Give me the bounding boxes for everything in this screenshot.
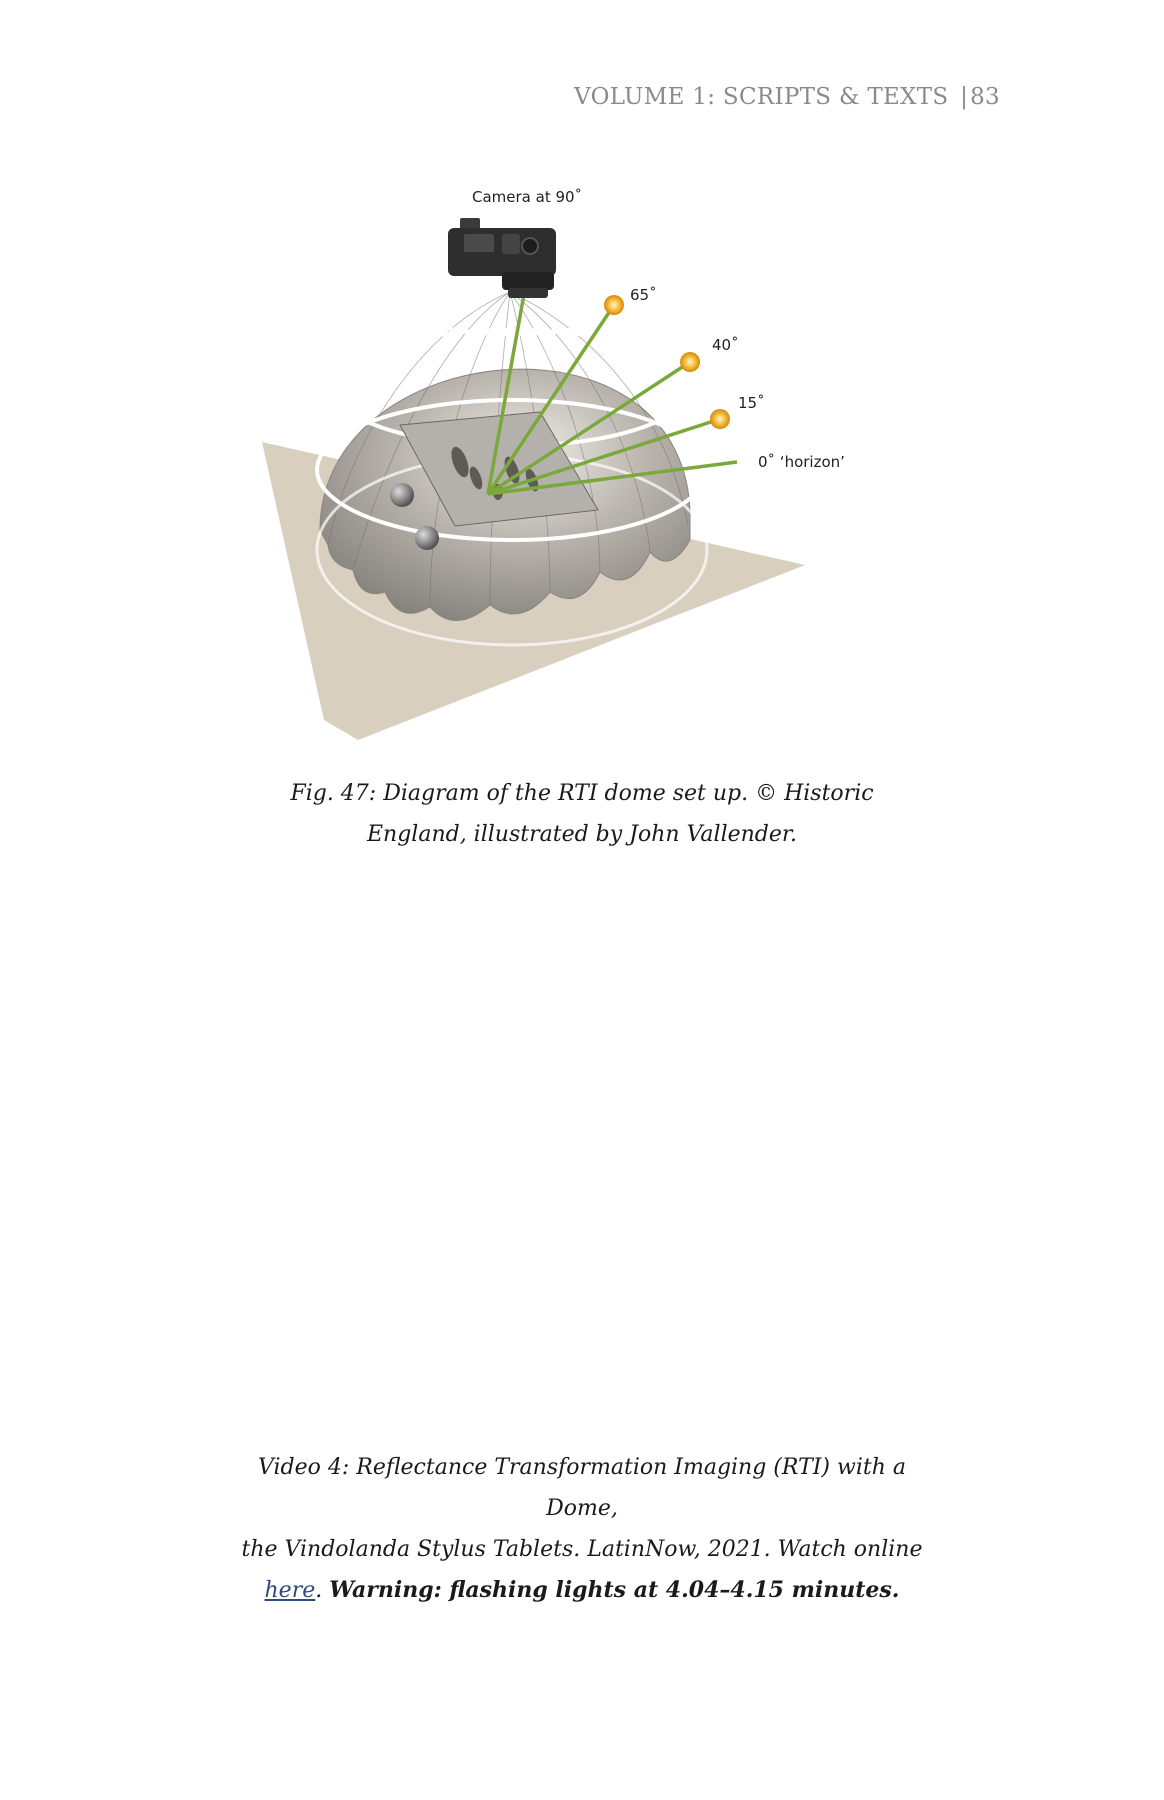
camera — [448, 218, 556, 298]
angle-0-label: 0˚ ‘horizon’ — [758, 453, 845, 471]
header-volume: VOLUME 1: — [574, 84, 716, 110]
flashing-lights-warning: Warning: flashing lights at 4.04–4.15 mi… — [329, 1577, 900, 1603]
rti-dome-diagram: Camera at 90˚ 65˚ 40˚ 15˚ 0˚ ‘horizon’ — [250, 180, 920, 760]
stylus-tablet — [399, 411, 599, 527]
video-caption-line: the Vindolanda Stylus Tablets. LatinNow,… — [241, 1537, 923, 1562]
angle-15-label: 15˚ — [738, 394, 765, 412]
figure-caption-line: Fig. 47: Diagram of the RTI dome set up.… — [290, 781, 874, 806]
video-caption: Video 4: Reflectance Transformation Imag… — [232, 1447, 932, 1611]
angle-40-label: 40˚ — [712, 336, 739, 354]
video-caption-line: Video 4: Reflectance Transformation Imag… — [258, 1455, 906, 1521]
header-section: SCRIPTS & TEXTS — [722, 84, 949, 110]
rti-dome-illustration: Camera at 90˚ 65˚ 40˚ 15˚ 0˚ ‘horizon’ — [262, 188, 845, 740]
page-number: 83 — [970, 84, 1000, 110]
running-header: VOLUME 1: SCRIPTS & TEXTS |83 — [574, 84, 1000, 110]
link-period: . — [315, 1578, 323, 1603]
figure-caption-line: England, illustrated by John Vallender. — [366, 822, 798, 847]
header-separator: | — [960, 84, 969, 110]
light-40 — [680, 352, 700, 372]
watch-online-link[interactable]: here — [264, 1578, 316, 1603]
reference-sphere — [415, 526, 439, 550]
light-rays — [486, 260, 738, 496]
camera-label: Camera at 90˚ — [472, 188, 582, 206]
light-65 — [604, 295, 624, 315]
video-caption-line: here. Warning: flashing lights at 4.04–4… — [232, 1570, 932, 1611]
light-15 — [710, 409, 730, 429]
figure-caption: Fig. 47: Diagram of the RTI dome set up.… — [282, 773, 882, 855]
angle-65-label: 65˚ — [630, 286, 657, 304]
reference-sphere — [390, 483, 414, 507]
